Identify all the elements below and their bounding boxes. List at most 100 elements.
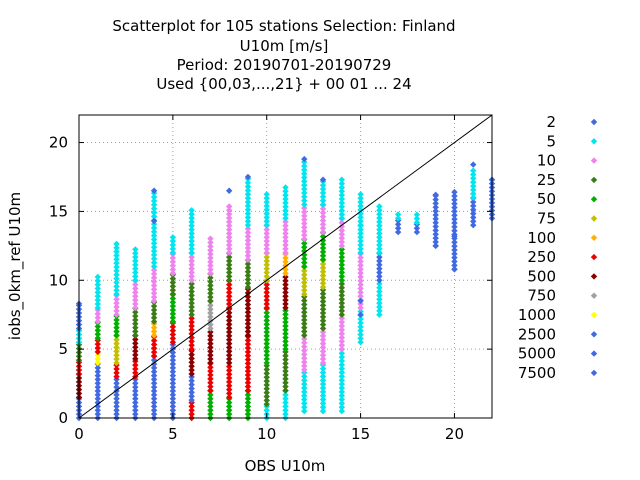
data-point-25 xyxy=(150,306,158,314)
data-point-500 xyxy=(244,316,252,324)
data-point-5 xyxy=(188,214,195,222)
data-point-250 xyxy=(263,285,270,292)
data-point-500 xyxy=(225,321,233,328)
data-point-10 xyxy=(338,326,346,334)
data-point-10 xyxy=(244,229,252,236)
data-point-25 xyxy=(169,283,177,290)
data-point-10 xyxy=(357,281,364,288)
data-point-250 xyxy=(244,375,252,383)
data-point-25 xyxy=(282,364,289,371)
data-point-10 xyxy=(319,209,327,216)
data-point-2 xyxy=(94,410,101,418)
data-point-5 xyxy=(132,265,139,272)
data-point-10 xyxy=(263,249,270,256)
y-tick-label: 10 xyxy=(49,271,68,289)
data-point-25 xyxy=(132,324,139,331)
data-point-500 xyxy=(244,312,252,320)
data-point-5 xyxy=(470,186,477,194)
data-point-5 xyxy=(376,245,383,253)
data-point-50 xyxy=(263,321,270,328)
data-point-10 xyxy=(188,265,195,272)
data-point-50 xyxy=(244,399,252,406)
data-point-2 xyxy=(169,391,177,399)
y-tick-label: 20 xyxy=(49,134,68,152)
data-point-2 xyxy=(244,173,252,181)
data-point-500 xyxy=(132,344,139,351)
data-point-10 xyxy=(319,359,327,367)
legend-label: 75 xyxy=(537,210,556,228)
data-point-100 xyxy=(150,324,158,331)
data-point-75 xyxy=(319,283,327,291)
data-point-10 xyxy=(113,303,120,311)
data-point-5 xyxy=(319,380,327,388)
data-point-5 xyxy=(357,339,364,346)
data-point-25 xyxy=(207,274,214,281)
data-point-50 xyxy=(319,240,327,248)
data-point-10 xyxy=(207,243,214,250)
data-point-5 xyxy=(301,178,308,185)
data-point-250 xyxy=(169,335,177,342)
data-point-5 xyxy=(357,327,364,334)
data-point-500 xyxy=(132,347,139,355)
data-point-2 xyxy=(319,176,327,183)
data-point-50 xyxy=(263,344,270,351)
data-point-5 xyxy=(394,215,402,222)
data-point-10 xyxy=(132,285,139,292)
data-point-2 xyxy=(394,228,402,236)
data-point-2 xyxy=(451,250,458,258)
data-point-5 xyxy=(319,365,327,372)
legend-marker xyxy=(590,176,598,184)
data-point-10 xyxy=(244,256,252,263)
data-point-750 xyxy=(207,305,214,313)
data-point-10 xyxy=(357,262,364,269)
data-point-50 xyxy=(282,345,289,353)
data-point-2 xyxy=(225,187,233,194)
data-point-5 xyxy=(188,207,195,214)
data-point-50 xyxy=(282,311,289,318)
data-point-500 xyxy=(244,324,252,331)
data-point-250 xyxy=(188,326,195,334)
data-point-5 xyxy=(301,377,308,384)
data-point-25 xyxy=(207,278,214,285)
data-point-2 xyxy=(94,399,101,406)
data-point-250 xyxy=(169,323,177,331)
data-point-2 xyxy=(432,200,439,207)
data-point-5 xyxy=(376,222,383,229)
data-point-5 xyxy=(413,219,421,226)
data-point-500 xyxy=(188,366,195,374)
data-point-25 xyxy=(319,313,327,321)
data-point-5 xyxy=(150,197,158,205)
data-point-5 xyxy=(319,197,327,204)
data-point-10 xyxy=(188,261,195,269)
data-point-5 xyxy=(357,226,364,233)
data-point-5 xyxy=(188,230,195,237)
data-point-50 xyxy=(113,320,120,327)
data-point-10 xyxy=(132,296,139,304)
data-point-2 xyxy=(470,206,477,213)
data-point-250 xyxy=(244,340,252,348)
data-point-50 xyxy=(263,332,270,340)
data-point-5 xyxy=(150,240,158,247)
data-point-250 xyxy=(225,390,233,397)
data-point-250 xyxy=(225,374,233,382)
data-point-25 xyxy=(263,397,270,404)
data-point-5 xyxy=(263,210,270,217)
data-point-500 xyxy=(188,351,195,358)
data-point-10 xyxy=(319,228,327,236)
data-point-5 xyxy=(282,207,289,214)
data-point-75 xyxy=(319,260,327,268)
data-point-5 xyxy=(150,259,158,266)
data-point-2 xyxy=(432,215,439,223)
data-point-10 xyxy=(301,235,308,243)
data-point-5 xyxy=(132,269,139,276)
data-point-50 xyxy=(301,247,308,255)
data-point-5 xyxy=(301,170,308,177)
data-point-5 xyxy=(94,293,101,300)
data-point-50 xyxy=(207,395,214,402)
data-point-500 xyxy=(225,359,233,367)
data-point-10 xyxy=(150,282,158,289)
data-point-2 xyxy=(150,372,158,379)
data-point-10 xyxy=(301,355,308,362)
data-point-2 xyxy=(150,356,158,364)
